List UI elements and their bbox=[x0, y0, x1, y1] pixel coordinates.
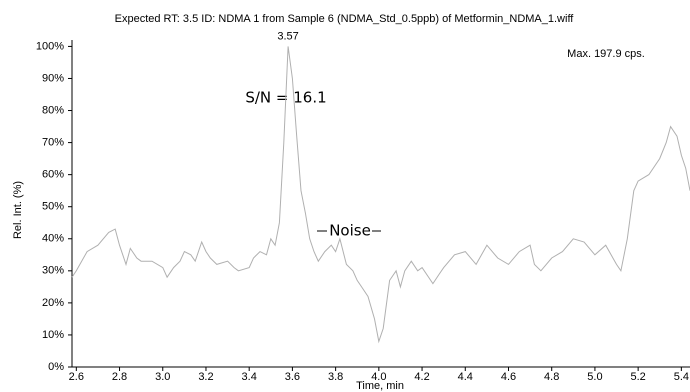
peak-label: 3.57 bbox=[277, 30, 298, 42]
x-tick-label: 3.4 bbox=[242, 371, 257, 383]
y-tick-label: 30% bbox=[42, 265, 64, 277]
x-tick-label: 4.4 bbox=[458, 371, 473, 383]
y-tick-label: 50% bbox=[42, 201, 64, 213]
chart-title: Expected RT: 3.5 ID: NDMA 1 from Sample … bbox=[115, 13, 575, 25]
x-tick-label: 4.8 bbox=[544, 371, 559, 383]
x-tick-label: 3.0 bbox=[155, 371, 170, 383]
x-tick-label: 2.6 bbox=[69, 371, 84, 383]
x-tick-label: 4.0 bbox=[371, 371, 386, 383]
y-tick-label: 70% bbox=[42, 136, 64, 148]
x-tick-label: 3.6 bbox=[285, 371, 300, 383]
y-tick-label: 0% bbox=[48, 361, 64, 373]
x-tick-label: 3.2 bbox=[198, 371, 213, 383]
x-tick-label: 5.0 bbox=[587, 371, 602, 383]
x-tick-label: 3.8 bbox=[328, 371, 343, 383]
y-axis-label: Rel. Int. (%) bbox=[12, 181, 24, 239]
y-tick-label: 40% bbox=[42, 233, 64, 245]
y-tick-label: 80% bbox=[42, 104, 64, 116]
y-tick-label: 10% bbox=[42, 329, 64, 341]
x-tick-label: 5.4 bbox=[674, 371, 689, 383]
y-tick-label: 20% bbox=[42, 297, 64, 309]
x-tick-label: 2.8 bbox=[112, 371, 127, 383]
x-tick-label: 4.6 bbox=[501, 371, 516, 383]
max-label: Max. 197.9 cps. bbox=[567, 48, 645, 60]
x-tick-label: 5.2 bbox=[630, 371, 645, 383]
x-axis-label: Time, min bbox=[356, 380, 404, 392]
trace bbox=[71, 46, 690, 344]
y-tick-label: 60% bbox=[42, 169, 64, 181]
x-tick-label: 4.2 bbox=[414, 371, 429, 383]
y-tick-label: 90% bbox=[42, 72, 64, 84]
noise-label: Noise bbox=[329, 222, 371, 240]
y-tick-label: 100% bbox=[36, 40, 64, 52]
